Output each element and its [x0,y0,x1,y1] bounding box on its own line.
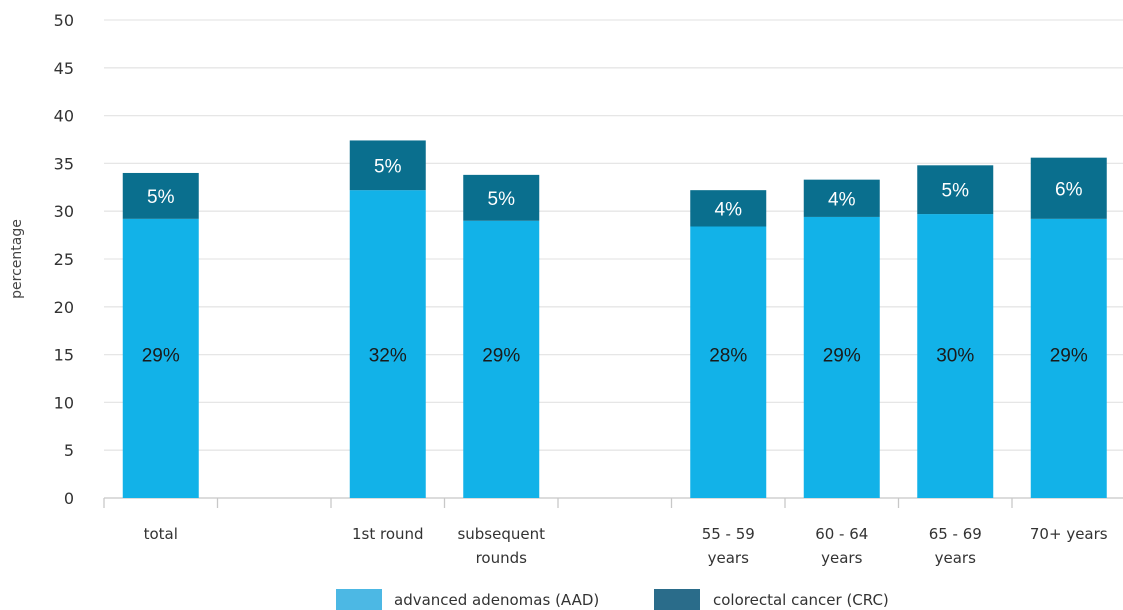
x-tick-label: 1st round [352,525,424,543]
x-tick-label: total [144,525,178,543]
bar-aad [1030,218,1107,498]
bar-crc [1030,157,1107,219]
y-tick-label: 30 [54,202,74,221]
legend-swatch [654,589,700,610]
x-tick-label: subsequent [457,525,545,543]
x-tick-label: years [821,549,862,567]
x-tick-label: 65 - 69 [929,525,982,543]
x-tick-label: 70+ years [1030,525,1108,543]
data-label-crc: 5% [374,156,402,177]
data-label-aad: 29% [142,346,180,367]
data-label-aad: 29% [482,346,520,367]
y-tick-label: 25 [54,250,74,269]
y-axis-ticks: 0 5 10 15 20 25 30 35 40 45 50 [54,11,74,508]
bar-aad [690,226,767,498]
data-label-crc: 5% [147,187,175,208]
x-tick-label: years [935,549,976,567]
data-label-aad: 28% [709,346,747,367]
bar-aad [122,218,199,498]
bar-crc [803,179,880,217]
data-label-crc: 5% [942,181,970,202]
bars: 29% 32% 29% 28% 29% 30% 29% 5% 5% 5% 4% 4% 5% 6% [122,140,1107,498]
data-label-crc: 4% [715,199,743,220]
bar-aad [917,214,994,498]
legend-label: colorectal cancer (CRC) [713,591,889,609]
y-tick-label: 50 [54,11,74,30]
y-tick-label: 45 [54,59,74,78]
y-tick-label: 15 [54,346,74,365]
data-label-aad: 30% [936,346,974,367]
y-tick-label: 35 [54,154,74,173]
y-tick-label: 20 [54,298,74,317]
x-tick-label: 60 - 64 [815,525,868,543]
y-tick-label: 5 [64,441,74,460]
legend: advanced adenomas (AAD) colorectal cancer… [336,589,889,610]
data-label-aad: 29% [823,346,861,367]
bar-crc [690,190,767,227]
legend-swatch [336,589,382,610]
bar-aad [349,190,426,498]
y-tick-label: 40 [54,107,74,126]
gridlines [104,19,1123,499]
bar-crc [349,140,426,191]
y-tick-label: 0 [64,489,74,508]
bar-crc [917,165,994,215]
y-tick-label: 10 [54,393,74,412]
legend-label: advanced adenomas (AAD) [394,591,599,609]
x-axis: total 1st round subsequent rounds 55 - 59 yea… [103,498,1108,567]
bar-aad [463,220,540,498]
data-label-aad: 29% [1050,346,1088,367]
x-tick-label: rounds [476,549,528,567]
data-label-aad: 32% [369,346,407,367]
bar-crc [122,172,199,219]
x-tick-label: years [708,549,749,567]
data-label-crc: 5% [488,189,516,210]
data-label-crc: 6% [1055,179,1083,200]
bar-crc [463,174,540,221]
bar-aad [803,216,880,498]
y-axis-label: percentage [9,219,25,299]
data-label-crc: 4% [828,189,856,210]
x-tick-label: 55 - 59 [702,525,755,543]
